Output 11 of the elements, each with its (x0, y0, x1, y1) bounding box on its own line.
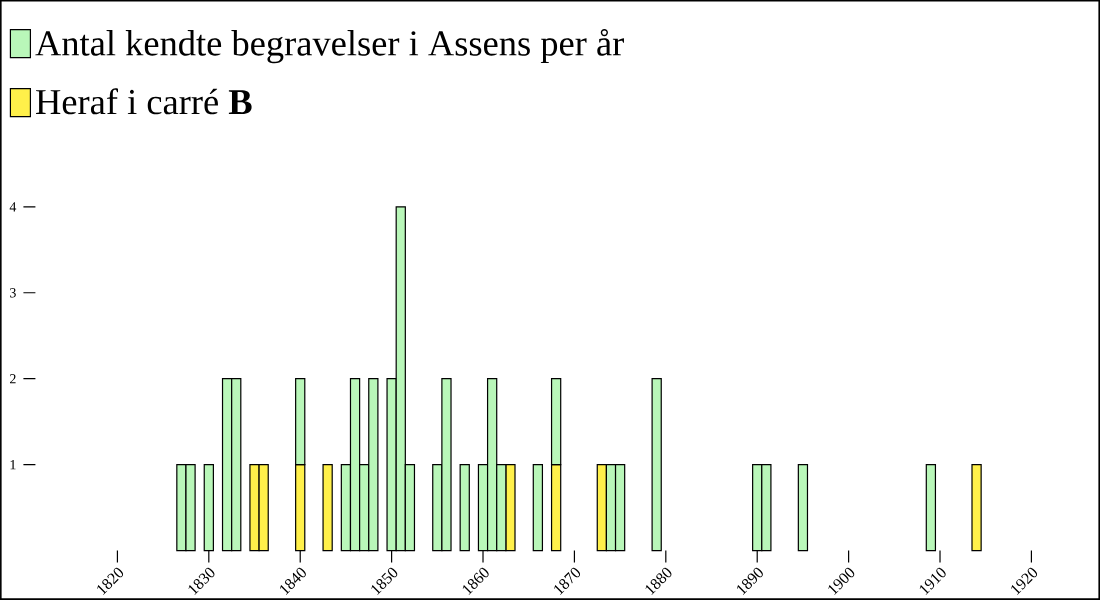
bar (614, 464, 626, 552)
bar (797, 464, 809, 552)
legend-label: Antal kendte begravelser i Assens per år (35, 28, 624, 64)
bar (349, 378, 361, 552)
bar (322, 464, 333, 552)
bar (459, 464, 470, 552)
bar (971, 464, 982, 552)
bar (651, 378, 662, 552)
bar (532, 464, 544, 552)
legend-label: Heraf i carré B (36, 88, 252, 115)
bar (925, 464, 937, 552)
